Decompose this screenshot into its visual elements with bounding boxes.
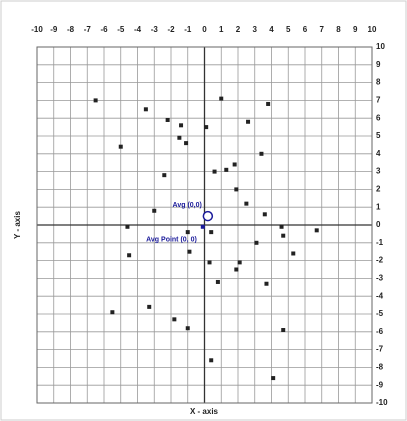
y-tick-label: -10 bbox=[376, 398, 388, 407]
point bbox=[234, 187, 239, 192]
y-tick-label: -4 bbox=[376, 291, 384, 300]
x-tick-label: 9 bbox=[353, 25, 358, 34]
y-tick-label: 2 bbox=[376, 185, 381, 194]
y-tick-label: -3 bbox=[376, 274, 384, 283]
point bbox=[179, 123, 184, 128]
x-tick-label: -3 bbox=[151, 25, 159, 34]
point bbox=[125, 224, 130, 229]
plot-border bbox=[36, 46, 373, 404]
point bbox=[209, 358, 214, 363]
point bbox=[264, 281, 269, 286]
point bbox=[281, 328, 286, 333]
y-tick-label: 7 bbox=[376, 96, 381, 105]
point bbox=[185, 326, 190, 331]
y-tick-label: -2 bbox=[376, 256, 384, 265]
point bbox=[209, 230, 214, 235]
x-tick-label: -4 bbox=[134, 25, 142, 34]
point bbox=[281, 233, 286, 238]
y-tick-label: 8 bbox=[376, 78, 381, 87]
point bbox=[143, 107, 148, 112]
point bbox=[237, 260, 242, 265]
point bbox=[207, 260, 212, 265]
point bbox=[279, 224, 284, 229]
annotation: Avg Point (0, 0) bbox=[146, 237, 197, 244]
point bbox=[266, 101, 271, 106]
point bbox=[200, 224, 205, 229]
x-tick-label: 2 bbox=[236, 25, 241, 34]
point bbox=[262, 212, 267, 217]
point bbox=[187, 249, 192, 254]
point bbox=[314, 228, 319, 233]
y-tick-label: 10 bbox=[376, 42, 385, 51]
y-tick-label: -9 bbox=[376, 380, 384, 389]
y-axis-label: Y - axis bbox=[13, 211, 22, 239]
x-axis-label: X - axis bbox=[190, 407, 219, 416]
x-tick-label: -9 bbox=[50, 25, 58, 34]
x-tick-label: 5 bbox=[286, 25, 291, 34]
point bbox=[184, 141, 189, 146]
point bbox=[291, 251, 296, 256]
y-tick-label: 3 bbox=[376, 167, 381, 176]
x-tick-label: 3 bbox=[253, 25, 258, 34]
point bbox=[212, 169, 217, 174]
point bbox=[127, 253, 132, 258]
x-tick-label: -2 bbox=[167, 25, 175, 34]
point bbox=[234, 267, 239, 272]
point bbox=[165, 117, 170, 122]
y-tick-label: 4 bbox=[376, 149, 381, 158]
y-tick-label: -7 bbox=[376, 345, 384, 354]
y-tick-label: 9 bbox=[376, 60, 381, 69]
x-tick-label: 7 bbox=[320, 25, 325, 34]
y-tick-label: -5 bbox=[376, 309, 384, 318]
point bbox=[162, 173, 167, 178]
x-tick-label: 6 bbox=[303, 25, 308, 34]
point bbox=[259, 151, 264, 156]
point bbox=[172, 317, 177, 322]
y-tick-label: -6 bbox=[376, 327, 384, 336]
x-tick-label: -8 bbox=[67, 25, 75, 34]
x-tick-label: 8 bbox=[336, 25, 341, 34]
point bbox=[118, 144, 123, 149]
point bbox=[185, 230, 190, 235]
point bbox=[177, 135, 182, 140]
x-tick-label: 0 bbox=[202, 25, 207, 34]
point bbox=[219, 96, 224, 101]
avg-marker bbox=[202, 210, 214, 222]
x-tick-label: -6 bbox=[100, 25, 108, 34]
y-tick-label: 1 bbox=[376, 202, 381, 211]
y-tick-label: 6 bbox=[376, 113, 381, 122]
point bbox=[244, 201, 249, 206]
point bbox=[110, 310, 115, 315]
point bbox=[246, 119, 251, 124]
point bbox=[152, 208, 157, 213]
annotation: Avg (0,0) bbox=[173, 202, 202, 209]
y-tick-label: -8 bbox=[376, 363, 384, 372]
point bbox=[215, 279, 220, 284]
x-tick-label: -1 bbox=[184, 25, 192, 34]
point bbox=[254, 240, 259, 245]
point bbox=[147, 304, 152, 309]
x-tick-label: 10 bbox=[368, 25, 377, 34]
point bbox=[204, 125, 209, 130]
point bbox=[271, 376, 276, 381]
x-tick-label: -7 bbox=[84, 25, 92, 34]
y-tick-label: -1 bbox=[376, 238, 384, 247]
point bbox=[232, 162, 237, 167]
x-tick-label: 1 bbox=[219, 25, 224, 34]
y-tick-label: 5 bbox=[376, 131, 381, 140]
x-tick-label: -5 bbox=[117, 25, 125, 34]
x-tick-label: -10 bbox=[31, 25, 43, 34]
x-tick-label: 4 bbox=[269, 25, 274, 34]
point bbox=[224, 167, 229, 172]
y-tick-label: 0 bbox=[376, 220, 381, 229]
point bbox=[93, 98, 98, 103]
